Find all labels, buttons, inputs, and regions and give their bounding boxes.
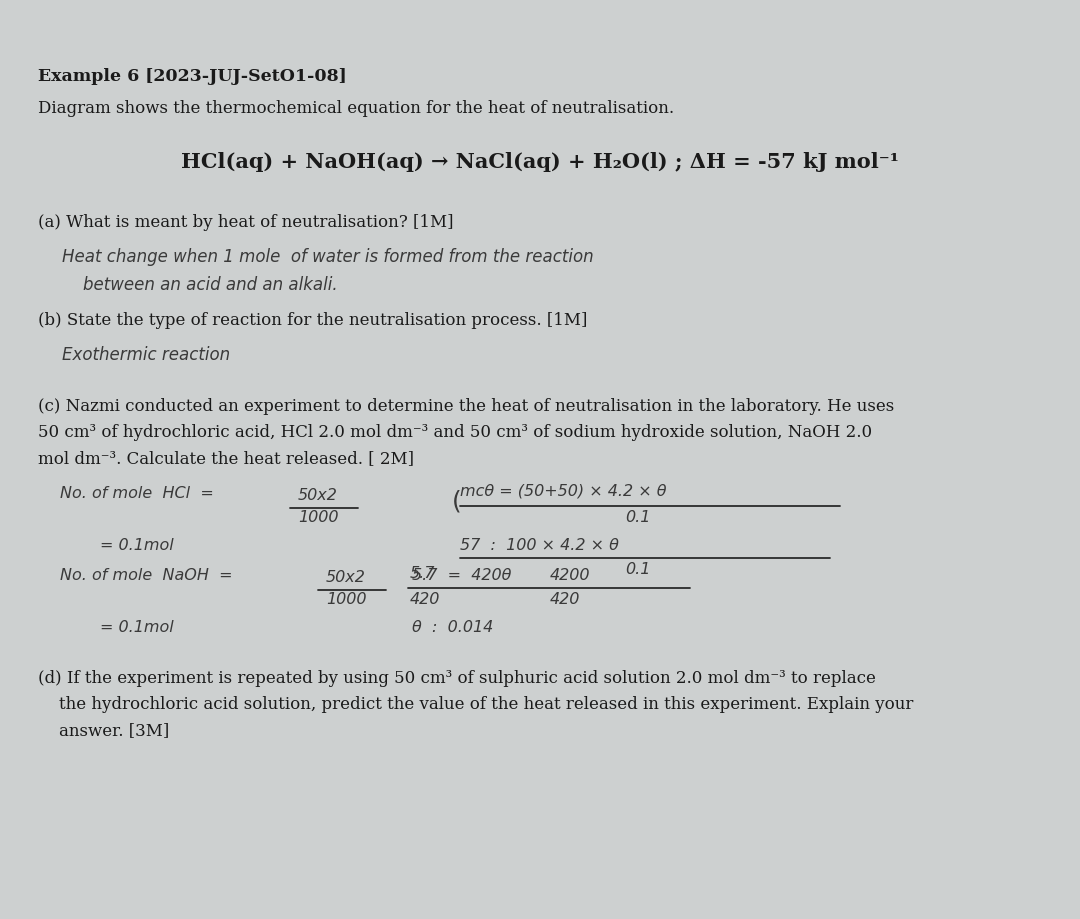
Text: 420: 420 [550, 592, 580, 607]
Text: Exothermic reaction: Exothermic reaction [62, 346, 230, 364]
Text: No. of mole  NaOH  =: No. of mole NaOH = [60, 568, 232, 583]
Text: HCl(aq) + NaOH(aq) → NaCl(aq) + H₂O(l) ; ΔH = -57 kJ mol⁻¹: HCl(aq) + NaOH(aq) → NaCl(aq) + H₂O(l) ;… [181, 152, 899, 172]
Text: 57  :  100 × 4.2 × θ: 57 : 100 × 4.2 × θ [460, 538, 619, 553]
Text: between an acid and an alkali.: between an acid and an alkali. [62, 276, 338, 294]
Text: 0.1: 0.1 [625, 562, 650, 577]
Text: (a) What is meant by heat of neutralisation? [1M]: (a) What is meant by heat of neutralisat… [38, 214, 454, 231]
Text: = 0.1mol: = 0.1mol [100, 620, 174, 635]
Text: (c) Nazmi conducted an experiment to determine the heat of neutralisation in the: (c) Nazmi conducted an experiment to det… [38, 398, 894, 415]
Text: 50 cm³ of hydrochloric acid, HCl 2.0 mol dm⁻³ and 50 cm³ of sodium hydroxide sol: 50 cm³ of hydrochloric acid, HCl 2.0 mol… [38, 424, 873, 441]
Text: mcθ = (50+50) × 4.2 × θ: mcθ = (50+50) × 4.2 × θ [460, 484, 666, 499]
Text: 1000: 1000 [298, 510, 338, 525]
Text: mol dm⁻³. Calculate the heat released. [ 2M]: mol dm⁻³. Calculate the heat released. [… [38, 450, 414, 467]
Text: (: ( [453, 490, 462, 514]
Text: 5.7  =  420θ: 5.7 = 420θ [411, 568, 511, 583]
Text: θ  :  0.014: θ : 0.014 [411, 620, 494, 635]
Text: No. of mole  HCl  =: No. of mole HCl = [60, 486, 214, 501]
Text: 50x2: 50x2 [326, 570, 366, 585]
Text: 0.1: 0.1 [625, 510, 650, 525]
Text: answer. [3M]: answer. [3M] [38, 722, 170, 739]
Text: 50x2: 50x2 [298, 488, 338, 503]
Text: 5.7: 5.7 [410, 566, 435, 581]
Text: (b) State the type of reaction for the neutralisation process. [1M]: (b) State the type of reaction for the n… [38, 312, 588, 329]
Text: the hydrochloric acid solution, predict the value of the heat released in this e: the hydrochloric acid solution, predict … [38, 696, 914, 713]
Text: (d) If the experiment is repeated by using 50 cm³ of sulphuric acid solution 2.0: (d) If the experiment is repeated by usi… [38, 670, 876, 687]
Text: Heat change when 1 mole  of water is formed from the reaction: Heat change when 1 mole of water is form… [62, 248, 594, 266]
Text: 1000: 1000 [326, 592, 366, 607]
Text: = 0.1mol: = 0.1mol [100, 538, 174, 553]
Text: 420: 420 [410, 592, 441, 607]
Text: Diagram shows the thermochemical equation for the heat of neutralisation.: Diagram shows the thermochemical equatio… [38, 100, 674, 117]
Text: 4200: 4200 [550, 568, 591, 583]
Text: Example 6 [2023-JUJ-SetO1-08]: Example 6 [2023-JUJ-SetO1-08] [38, 68, 347, 85]
